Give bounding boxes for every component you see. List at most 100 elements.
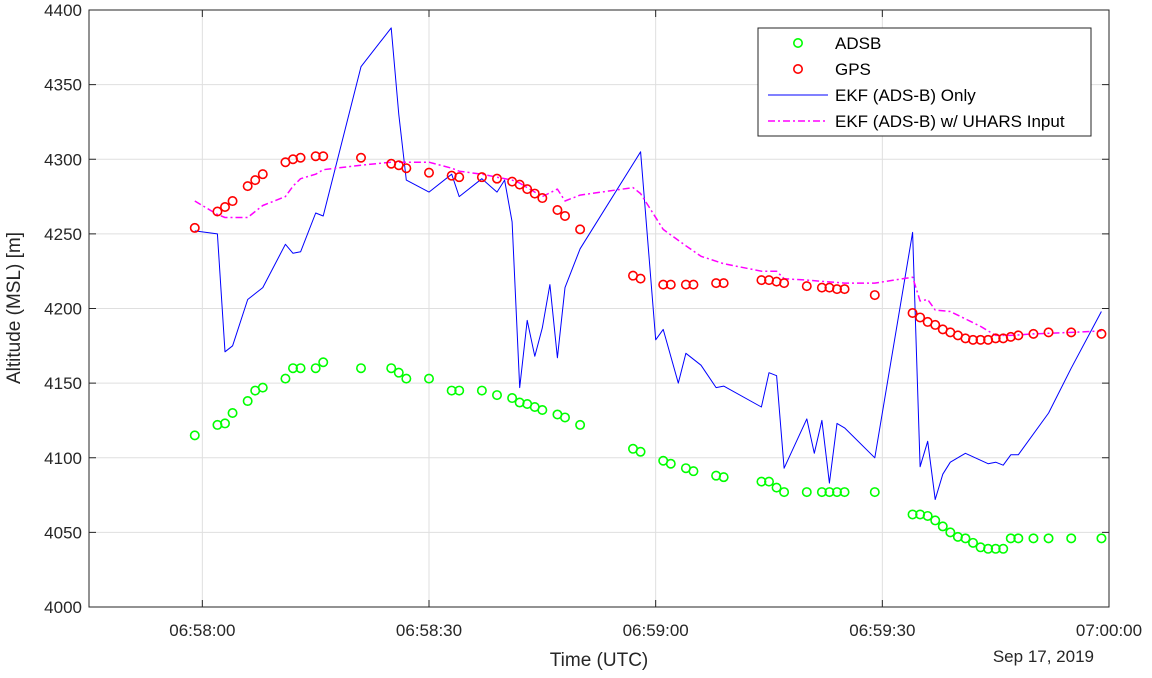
gps-point — [831, 284, 842, 295]
legend-label: ADSB — [835, 34, 881, 53]
adsb-point — [355, 363, 366, 374]
adsb-point — [220, 418, 231, 429]
legend-item-ekf-ads-b-w-uhars-input: EKF (ADS-B) w/ UHARS Input — [768, 112, 1065, 131]
gps-point — [1043, 327, 1054, 338]
adsb-point — [763, 476, 774, 487]
series-layer — [189, 27, 1107, 554]
legend-item-gps: GPS — [792, 60, 871, 79]
adsb-point — [1013, 533, 1024, 544]
adsb-point — [801, 487, 812, 498]
adsb-point — [771, 482, 782, 493]
adsb-point — [824, 487, 835, 498]
adsb-point — [1043, 533, 1054, 544]
gps-point — [711, 278, 722, 289]
legend-label: EKF (ADS-B) Only — [835, 86, 976, 105]
adsb-point — [998, 543, 1009, 554]
adsb-point — [990, 543, 1001, 554]
gps-point — [514, 179, 525, 190]
adsb-point — [423, 373, 434, 384]
gps-point — [227, 196, 238, 207]
adsb-point — [386, 363, 397, 374]
plot-area — [189, 27, 1107, 554]
y-tick-label: 4300 — [44, 150, 82, 169]
adsb-point — [242, 396, 253, 407]
gps-point — [839, 284, 850, 295]
y-tick-label: 4150 — [44, 374, 82, 393]
series-gps — [189, 151, 1107, 345]
adsb-point — [983, 543, 994, 554]
x-axis-label: Time (UTC) — [550, 650, 649, 671]
y-tick-label: 4050 — [44, 523, 82, 542]
x-tick-label: 06:58:00 — [169, 621, 235, 640]
adsb-point — [476, 385, 487, 396]
gps-point — [1013, 330, 1024, 341]
gps-point — [189, 222, 200, 233]
gps-point — [718, 278, 729, 289]
gps-point — [1028, 328, 1039, 339]
adsb-point — [779, 487, 790, 498]
adsb-point — [393, 367, 404, 378]
adsb-point — [257, 382, 268, 393]
y-tick-label: 4250 — [44, 225, 82, 244]
adsb-point — [907, 509, 918, 520]
legend: ADSB GPS EKF (ADS-B) Only EKF (ADS-B) w/ UH… — [757, 27, 1092, 137]
gps-point — [816, 282, 827, 293]
gps-point — [801, 281, 812, 292]
adsb-point — [280, 373, 291, 384]
gps-point — [491, 173, 502, 184]
gps-point — [529, 188, 540, 199]
gps-point — [537, 193, 548, 204]
y-tick-label: 4200 — [44, 300, 82, 319]
adsb-point — [688, 466, 699, 477]
adsb-point — [401, 373, 412, 384]
gps-point — [688, 279, 699, 290]
adsb-point — [295, 363, 306, 374]
adsb-point — [310, 363, 321, 374]
adsb-point — [1028, 533, 1039, 544]
gps-point — [295, 152, 306, 163]
gps-point — [242, 181, 253, 192]
series-adsb — [189, 357, 1107, 554]
adsb-point — [816, 487, 827, 498]
adsb-point — [1005, 533, 1016, 544]
gps-point — [907, 307, 918, 318]
legend-label: GPS — [835, 60, 871, 79]
adsb-point — [1096, 533, 1107, 544]
legend-item-ekf-ads-b-only: EKF (ADS-B) Only — [768, 86, 976, 105]
y-tick-label: 4100 — [44, 449, 82, 468]
y-tick-label: 4000 — [44, 598, 82, 617]
series-ekf-ads-b-only — [194, 27, 1102, 500]
adsb-point — [1066, 533, 1077, 544]
gps-point — [423, 167, 434, 178]
legend-marker — [792, 64, 803, 75]
date-label: Sep 17, 2019 — [993, 647, 1094, 666]
adsb-point — [922, 510, 933, 521]
gps-point — [635, 273, 646, 284]
adsb-point — [831, 487, 842, 498]
gps-point — [310, 151, 321, 162]
gps-point — [257, 169, 268, 180]
ekf-ads-b-w-uhars-input-line — [194, 161, 1102, 337]
gps-point — [1096, 328, 1107, 339]
adsb-point — [937, 521, 948, 532]
adsb-point — [287, 363, 298, 374]
gps-point — [658, 279, 669, 290]
gps-point — [454, 172, 465, 183]
y-tick-label: 4400 — [44, 1, 82, 20]
gps-point — [930, 319, 941, 330]
adsb-point — [537, 404, 548, 415]
x-tick-label: 07:00:00 — [1076, 621, 1142, 640]
gps-point — [212, 206, 223, 217]
gps-point — [990, 333, 1001, 344]
adsb-point — [665, 458, 676, 469]
gps-point — [665, 279, 676, 290]
y-axis-label: Altitude (MSL) [m] — [4, 232, 25, 384]
gps-point — [559, 210, 570, 221]
x-tick-label: 06:58:30 — [396, 621, 462, 640]
gps-point — [975, 334, 986, 345]
gps-point — [401, 163, 412, 174]
gps-point — [476, 172, 487, 183]
legend-label: EKF (ADS-B) w/ UHARS Input — [835, 112, 1065, 131]
adsb-point — [756, 476, 767, 487]
